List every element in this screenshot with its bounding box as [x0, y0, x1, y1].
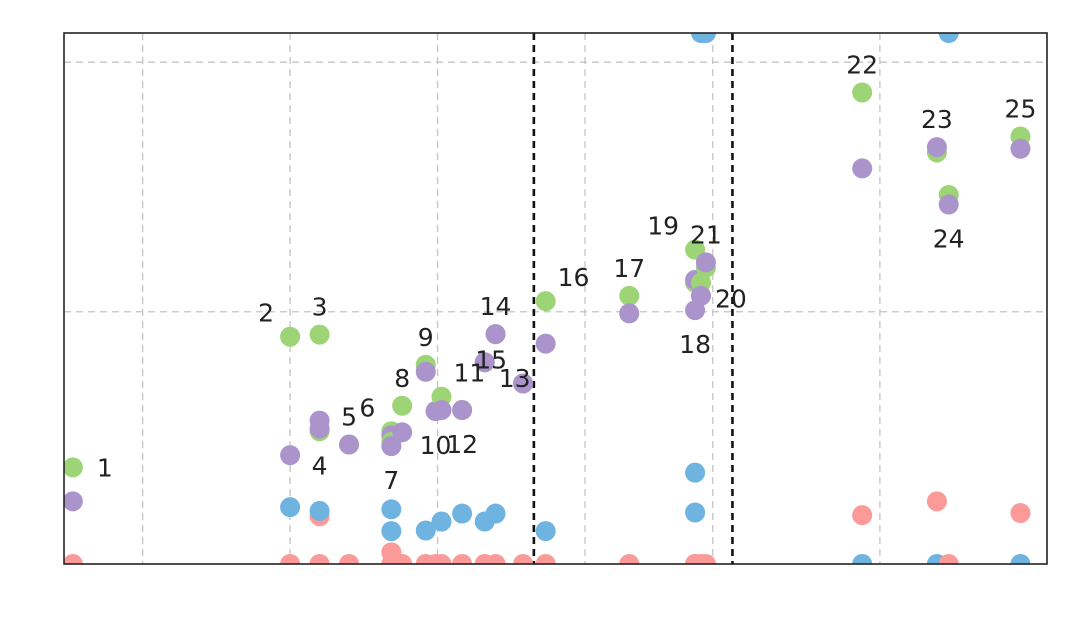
point-label: 15: [475, 345, 507, 374]
green-point: [280, 326, 301, 347]
green-point: [852, 82, 873, 103]
blue-point: [485, 503, 506, 524]
green-point: [309, 324, 330, 345]
purple-point: [392, 422, 413, 443]
point-label: 18: [679, 330, 711, 359]
purple-point: [280, 445, 301, 466]
point-label: 9: [418, 323, 434, 352]
purple-point: [926, 137, 947, 158]
purple-point: [381, 436, 402, 457]
point-label: 19: [647, 212, 679, 241]
point-label: 7: [383, 466, 399, 495]
pink-point: [64, 554, 83, 564]
point-label: 10: [420, 431, 452, 460]
pink-point: [339, 554, 360, 564]
blue-point: [381, 499, 402, 520]
blue-point: [535, 521, 556, 542]
blue-point: [695, 33, 716, 43]
blue-point: [381, 521, 402, 542]
point-label: 6: [359, 393, 375, 422]
pink-point: [485, 554, 506, 564]
green-point: [619, 285, 640, 306]
pink-point: [619, 554, 640, 564]
green-point: [64, 457, 83, 478]
point-label: 23: [921, 105, 953, 134]
point-label: 24: [933, 225, 965, 254]
point-label: 13: [499, 364, 531, 393]
purple-point: [1010, 138, 1031, 159]
grid-layer: [64, 33, 1047, 564]
blue-point: [685, 462, 706, 483]
purple-point: [64, 491, 83, 512]
purple-point: [690, 285, 711, 306]
pink-point: [852, 505, 873, 526]
pink-point: [695, 554, 716, 564]
blue-point: [309, 500, 330, 521]
purple-point: [415, 361, 436, 382]
blue-point: [685, 502, 706, 523]
point-label: 14: [480, 292, 512, 321]
vertical-marker-lines: [532, 33, 734, 564]
points-layer: [64, 33, 1031, 564]
purple-point: [452, 400, 473, 421]
point-label: 20: [715, 285, 747, 314]
pink-point: [513, 554, 534, 564]
point-label: 11: [453, 359, 485, 388]
blue-point: [852, 554, 873, 564]
point-label: 16: [558, 263, 590, 292]
pink-point: [535, 554, 556, 564]
purple-point: [474, 352, 495, 373]
pink-point: [309, 554, 330, 564]
point-label: 5: [341, 403, 357, 432]
point-label: 22: [846, 50, 878, 79]
purple-point: [619, 303, 640, 324]
blue-point: [1010, 554, 1031, 564]
purple-point: [938, 194, 959, 215]
pink-point: [1010, 503, 1031, 524]
point-label: 2: [258, 299, 274, 328]
purple-point: [695, 252, 716, 273]
pink-point: [926, 491, 947, 512]
pink-point: [431, 554, 452, 564]
plot-frame: [63, 32, 1048, 565]
point-label: 25: [1005, 95, 1037, 124]
point-label: 1: [97, 453, 113, 482]
blue-point: [431, 511, 452, 532]
blue-point: [415, 520, 436, 541]
purple-point: [485, 324, 506, 345]
pink-point: [280, 554, 301, 564]
pink-point: [452, 554, 473, 564]
purple-point: [535, 333, 556, 354]
point-label: 4: [312, 451, 328, 480]
blue-point: [280, 497, 301, 518]
purple-point: [339, 434, 360, 455]
green-point: [535, 291, 556, 312]
pink-point: [392, 554, 413, 564]
green-point: [392, 395, 413, 416]
pink-point: [938, 554, 959, 564]
purple-point: [431, 400, 452, 421]
point-label: 12: [446, 430, 478, 459]
blue-point: [938, 33, 959, 43]
point-label: 21: [690, 220, 722, 249]
purple-point: [309, 418, 330, 439]
point-label: 17: [613, 254, 645, 283]
point-label: 8: [394, 364, 410, 393]
purple-point: [513, 373, 534, 394]
blue-point: [452, 503, 473, 524]
point-label: 3: [312, 293, 328, 322]
purple-point: [852, 158, 873, 179]
